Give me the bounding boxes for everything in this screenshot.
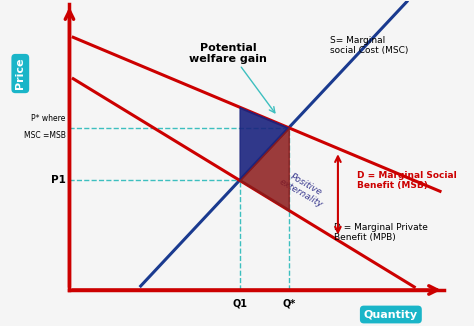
Text: P* where: P* where <box>31 114 66 124</box>
Text: MSC =MSB: MSC =MSB <box>24 131 66 140</box>
Text: Q1: Q1 <box>232 299 247 309</box>
Text: D = Marginal Social
Benefit (MSB): D = Marginal Social Benefit (MSB) <box>357 170 456 190</box>
Text: Potential
welfare gain: Potential welfare gain <box>189 42 267 64</box>
Text: S= Marginal
social Cost (MSC): S= Marginal social Cost (MSC) <box>330 36 409 55</box>
Text: Price: Price <box>15 58 25 89</box>
Text: Q*: Q* <box>282 299 295 309</box>
Text: Positive
externality: Positive externality <box>278 169 330 210</box>
Text: Quantity: Quantity <box>364 309 418 319</box>
Text: P1: P1 <box>51 175 66 185</box>
Text: D = Marginal Private
Benefit (MPB): D = Marginal Private Benefit (MPB) <box>334 223 428 242</box>
